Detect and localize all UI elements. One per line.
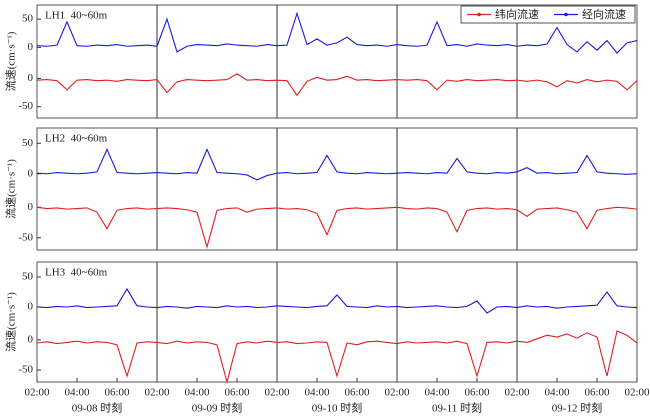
y-tick-label: 0 — [28, 334, 34, 346]
y-tick-label: -50 — [18, 231, 33, 243]
y2-tick-label: 50 — [22, 271, 34, 283]
y-tick-label: -50 — [18, 364, 33, 376]
day-label: 09-08 时刻 — [72, 401, 122, 415]
panel-title: LH3 40~60m — [45, 267, 108, 279]
x-tick-label: 02:00 — [384, 387, 410, 399]
x-tick-label: 06:00 — [224, 387, 250, 399]
day-label: 09-11 时刻 — [432, 401, 482, 415]
day-label: 09-09 时刻 — [192, 401, 242, 415]
x-tick-label: 06:00 — [584, 387, 610, 399]
x-tick-label: 06:00 — [344, 387, 370, 399]
panel-title: LH2 40~60m — [45, 133, 108, 145]
y-axis-label: 流速(cm·s⁻¹) — [4, 31, 18, 91]
series-line — [36, 206, 638, 249]
x-tick-label: 04:00 — [544, 387, 570, 399]
series-line — [36, 147, 638, 181]
series-line — [36, 330, 638, 385]
x-tick-label: 02:00 — [504, 387, 530, 399]
x-tick-label: 04:00 — [64, 387, 90, 399]
x-tick-label: 02:00 — [144, 387, 170, 399]
legend-marker — [564, 12, 568, 17]
x-tick-label: 04:00 — [424, 387, 450, 399]
y2-tick-label: 0 — [28, 301, 34, 313]
y2-tick-label: 0 — [28, 167, 34, 179]
x-tick-label: 04:00 — [304, 387, 330, 399]
y-axis-label: 流速(cm·s⁻¹) — [4, 159, 18, 219]
series-line — [36, 73, 638, 97]
y-axis-label: 流速(cm·s⁻¹) — [4, 292, 18, 352]
y2-tick-label: 0 — [28, 41, 34, 53]
series-line — [36, 11, 638, 54]
x-tick-label: 06:00 — [464, 387, 490, 399]
series-line — [36, 287, 638, 314]
day-label: 09-12 时刻 — [552, 401, 602, 415]
day-label: 09-10 时刻 — [312, 401, 362, 415]
y-tick-label: 0 — [28, 72, 34, 84]
plot-frame — [36, 127, 638, 251]
y-tick-label: 0 — [28, 201, 34, 213]
y-tick-label: -50 — [18, 100, 33, 112]
x-tick-label: 02:00 — [264, 387, 290, 399]
y2-tick-label: 50 — [22, 137, 34, 149]
x-tick-label: 04:00 — [184, 387, 210, 399]
plot-frame — [36, 261, 638, 383]
panel-title: LH1 40~60m — [45, 10, 108, 22]
legend-label: 经向流速 — [582, 7, 626, 21]
x-tick-label: 02:00 — [24, 387, 50, 399]
legend-box — [460, 5, 636, 24]
plot-frame — [36, 4, 638, 119]
x-tick-label: 06:00 — [104, 387, 130, 399]
y2-tick-label: 50 — [22, 13, 34, 25]
x-tick-label: 02:00 — [624, 387, 650, 399]
legend-marker — [477, 12, 481, 17]
legend-label: 纬向流速 — [495, 7, 539, 21]
